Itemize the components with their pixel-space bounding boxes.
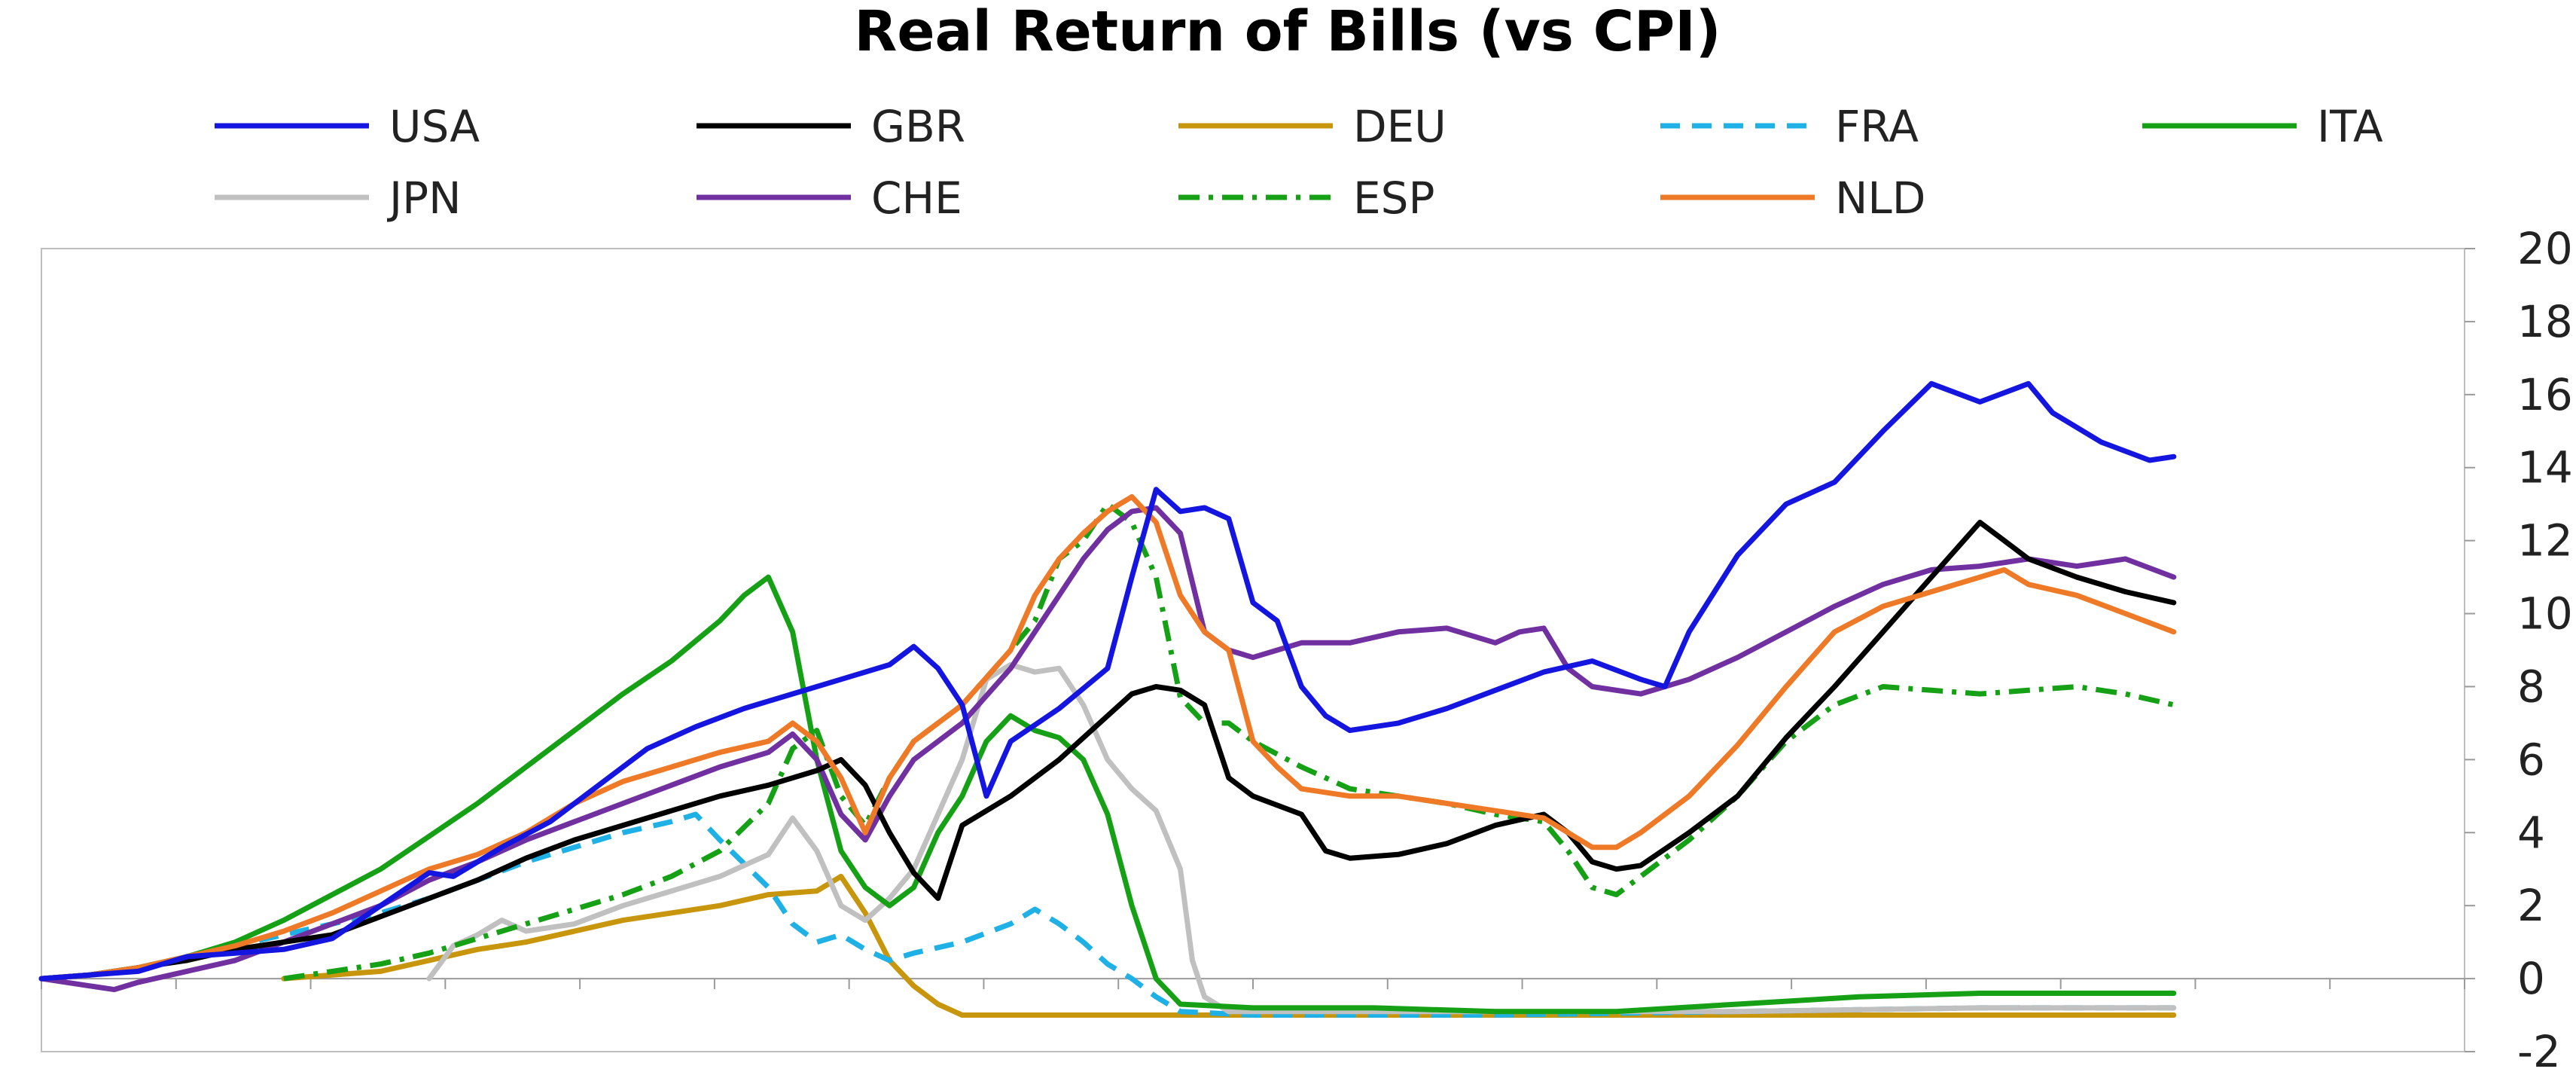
- legend-label-fra: FRA: [1835, 101, 1919, 152]
- plot-area: [41, 248, 2465, 1052]
- legend-label-che: CHE: [871, 173, 962, 224]
- legend-label-ita: ITA: [2317, 101, 2383, 152]
- series-line-che: [38, 505, 2177, 993]
- legend-label-jpn: JPN: [387, 173, 461, 224]
- legend-label-usa: USA: [389, 101, 480, 152]
- series-layer: [38, 380, 2177, 1018]
- series-line-jpn: [426, 661, 2177, 1015]
- y-tick-label: 16: [2517, 369, 2573, 420]
- y-tick-label: 14: [2517, 442, 2573, 493]
- legend-label-nld: NLD: [1835, 173, 1925, 224]
- series-line-ita: [38, 574, 2177, 1015]
- legend: USA GBR DEU FRA ITA JPN CHE ESP NLD: [215, 101, 2383, 224]
- y-tick-label: 10: [2517, 588, 2573, 640]
- y-tick-label: 6: [2517, 734, 2545, 785]
- y-tick-label: 8: [2517, 661, 2545, 712]
- chart-title: Real Return of Bills (vs CPI): [854, 0, 1721, 64]
- series-line-esp: [283, 501, 2175, 982]
- series-line-gbr: [38, 519, 2177, 982]
- y-tick-label: 2: [2517, 880, 2545, 931]
- legend-label-esp: ESP: [1353, 173, 1434, 224]
- series-line-nld: [38, 494, 2177, 982]
- legend-label-gbr: GBR: [871, 101, 965, 152]
- y-tick-label: 12: [2517, 515, 2573, 566]
- y-tick-label: 4: [2517, 807, 2545, 858]
- y-tick-label: 20: [2517, 223, 2573, 274]
- y-tick-label: 18: [2517, 296, 2573, 347]
- legend-label-deu: DEU: [1353, 101, 1447, 152]
- y-tick-label: 0: [2517, 953, 2545, 1004]
- series-line-usa: [38, 380, 2177, 982]
- y-tick-label: -2: [2517, 1026, 2561, 1077]
